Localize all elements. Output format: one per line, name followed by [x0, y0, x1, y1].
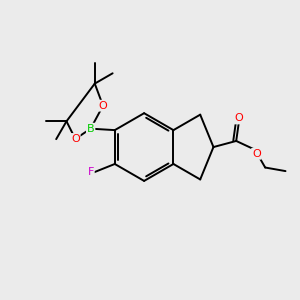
Text: O: O — [252, 149, 261, 159]
Text: O: O — [99, 101, 107, 111]
Text: F: F — [88, 167, 94, 177]
Text: B: B — [87, 124, 94, 134]
Text: O: O — [71, 134, 80, 144]
Text: O: O — [235, 113, 243, 124]
